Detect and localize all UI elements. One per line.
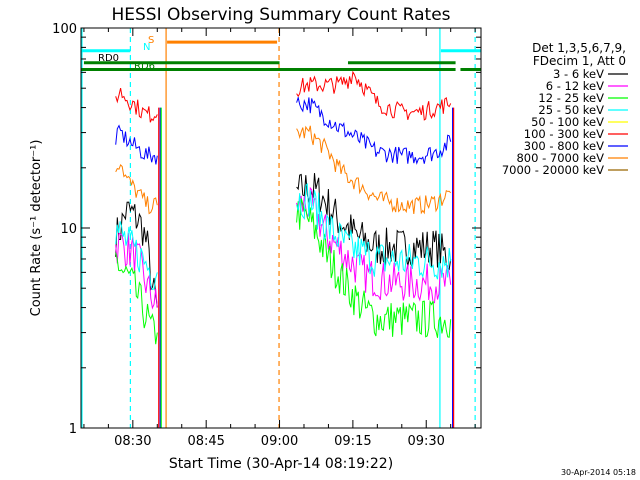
series-line-2-0 [115,252,158,345]
series-line-3-1 [296,182,452,280]
axes: 08:30 08:45 09:00 09:15 09:30 1 10 100 [52,22,482,449]
legend-entry-label-1: 6 - 12 keV [546,79,604,93]
footer-timestamp: 30-Apr-2014 05:18 [561,468,636,477]
legend-entry-label-0: 3 - 6 keV [553,67,604,81]
legend-entry-label-8: 7000 - 20000 keV [502,163,604,177]
x-tick-label-2: 09:00 [261,434,298,449]
legend-header-1: FDecim 1, Att 0 [533,54,626,68]
series-line-5-1 [296,95,452,165]
flag-label-0: S [148,35,154,46]
legend-header-0: Det 1,3,5,6,7,9, [532,41,626,55]
x-tick-label-1: 08:45 [187,434,224,449]
x-axis-label: Start Time (30-Apr-14 08:19:22) [169,456,393,472]
series-line-3-0 [115,221,158,291]
plot-frame [80,27,482,429]
y-tick-label-2: 100 [52,22,77,37]
y-axis-label: Count Rate (s⁻¹ detector⁻¹) [29,140,44,317]
flag-label-3: RD6 [134,61,155,72]
series-line-6-1 [296,70,452,121]
series-line-4-1 [296,125,452,215]
series-line-4-0 [115,164,158,215]
legend-entry-label-7: 800 - 7000 keV [516,151,604,165]
vertical-markers [81,28,476,428]
series-lines [115,70,455,428]
legend-entry-label-4: 50 - 100 keV [531,115,604,129]
legend-entry-label-2: 12 - 25 keV [538,91,604,105]
chart-title: HESSI Observing Summary Count Rates [111,5,450,25]
series-line-5-0 [115,124,158,165]
flag-label-1: N [143,42,150,53]
y-tick-label-1: 10 [60,222,77,237]
flag-bars: SN RD0 RD6 [81,35,481,72]
legend-entry-label-6: 300 - 800 keV [524,139,604,153]
x-tick-label-0: 08:30 [114,434,151,449]
legend: Det 1,3,5,6,7,9,FDecim 1, Att 03 - 6 keV… [502,41,628,177]
series-line-1-1 [296,186,452,304]
series-line-6-0 [115,87,158,123]
x-tick-label-3: 09:15 [334,434,371,449]
legend-entry-label-3: 25 - 50 keV [538,103,604,117]
series-line-2-1 [296,198,452,338]
legend-entry-label-5: 100 - 300 keV [524,127,604,141]
x-tick-label-4: 09:30 [407,434,444,449]
flag-label-2: RD0 [98,53,119,64]
series-line-0-1 [296,173,452,271]
y-tick-label-0: 1 [69,422,77,437]
